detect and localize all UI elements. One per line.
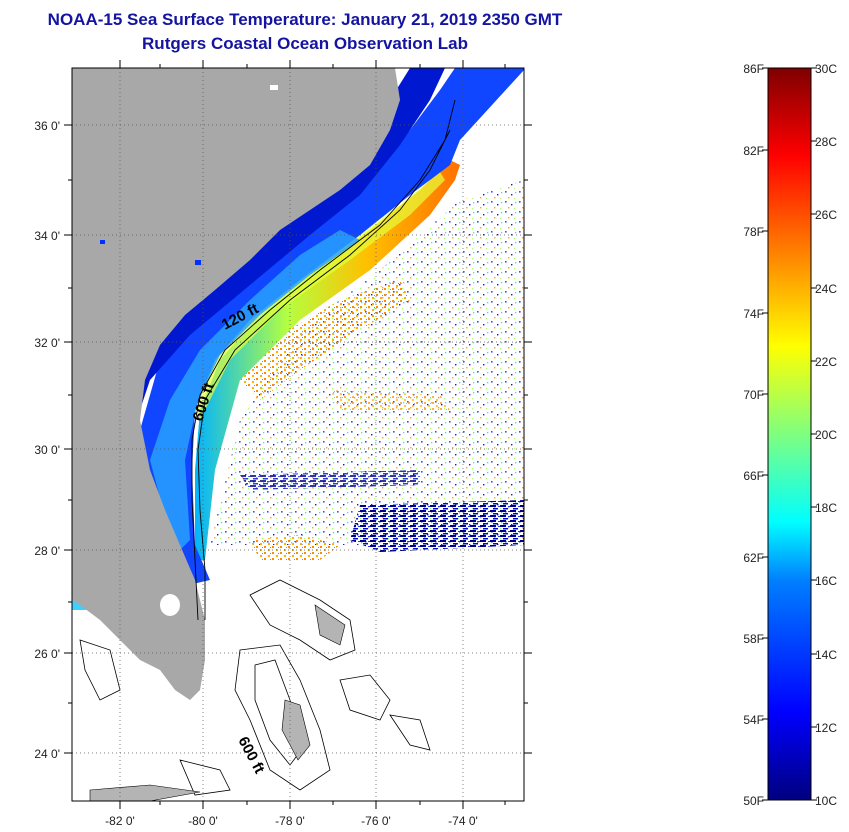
lat-label-32: 32 0'	[34, 336, 60, 350]
colorbar-label-30c: 30C	[815, 62, 837, 76]
lat-label-24: 24 0'	[34, 747, 60, 761]
lon-label-78: -78 0'	[275, 814, 305, 828]
colorbar-label-70f: 70F	[743, 388, 764, 402]
map-title: NOAA-15 Sea Surface Temperature: January…	[47, 10, 563, 29]
colorbar-label-86f: 86F	[743, 62, 764, 76]
colorbar-label-58f: 58F	[743, 632, 764, 646]
colorbar-label-62f: 62F	[743, 551, 764, 565]
lat-label-28: 28 0'	[34, 544, 60, 558]
colorbar-label-54f: 54F	[743, 713, 764, 727]
colorbar: 86F 82F 78F 74F 70F 66F 62F 58F 54F 50F …	[743, 62, 837, 808]
colorbar-label-82f: 82F	[743, 144, 764, 158]
map-subtitle: Rutgers Coastal Ocean Observation Lab	[142, 34, 468, 53]
map-ticks	[64, 60, 532, 809]
colorbar-label-28c: 28C	[815, 135, 837, 149]
colorbar-label-10c: 10C	[815, 794, 837, 808]
graticule	[72, 68, 524, 801]
colorbar-label-50f: 50F	[743, 794, 764, 808]
colorbar-label-24c: 24C	[815, 282, 837, 296]
lat-label-34: 34 0'	[34, 229, 60, 243]
map-panel: 120 ft 600 ft 600 ft	[72, 68, 524, 801]
colorbar-gradient	[767, 67, 812, 801]
lat-label-26: 26 0'	[34, 647, 60, 661]
colorbar-label-74f: 74F	[743, 307, 764, 321]
colorbar-label-66f: 66F	[743, 469, 764, 483]
lon-label-76: -76 0'	[361, 814, 391, 828]
colorbar-label-78f: 78F	[743, 225, 764, 239]
colorbar-label-16c: 16C	[815, 574, 837, 588]
colorbar-label-18c: 18C	[815, 501, 837, 515]
colorbar-label-22c: 22C	[815, 355, 837, 369]
colorbar-label-14c: 14C	[815, 648, 837, 662]
lon-label-82: -82 0'	[105, 814, 135, 828]
map-frame	[71, 67, 525, 802]
lat-label-30: 30 0'	[34, 443, 60, 457]
colorbar-label-12c: 12C	[815, 721, 837, 735]
lon-label-74: -74 0'	[448, 814, 478, 828]
colorbar-label-26c: 26C	[815, 208, 837, 222]
lon-label-80: -80 0'	[188, 814, 218, 828]
lat-label-36: 36 0'	[34, 119, 60, 133]
colorbar-label-20c: 20C	[815, 428, 837, 442]
